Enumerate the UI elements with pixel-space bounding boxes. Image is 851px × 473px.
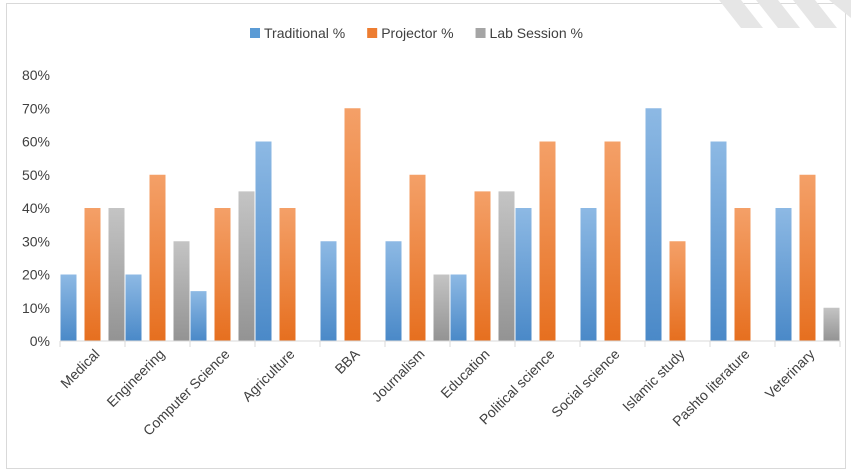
y-tick-label: 60% bbox=[22, 134, 50, 150]
x-tick-label: Education bbox=[437, 346, 492, 401]
bar-traditional-2 bbox=[190, 291, 207, 342]
x-tick-label: Journalism bbox=[368, 346, 427, 405]
chart-frame bbox=[6, 3, 846, 469]
bar-traditional-4 bbox=[320, 241, 337, 341]
bar-traditional-7 bbox=[515, 208, 532, 341]
x-tick-label: Islamic study bbox=[619, 346, 688, 415]
bar-traditional-8 bbox=[580, 208, 597, 341]
bars bbox=[60, 108, 840, 342]
x-tick-label: BBA bbox=[331, 345, 363, 377]
bar-projector-11 bbox=[799, 174, 816, 341]
y-tick-label: 80% bbox=[22, 67, 50, 83]
x-tick-label: Medical bbox=[57, 346, 102, 391]
legend-label: Projector % bbox=[381, 25, 453, 41]
bar-projector-4 bbox=[344, 108, 361, 341]
legend: Traditional % Projector % Lab Session % bbox=[250, 25, 583, 41]
bar-projector-8 bbox=[604, 141, 621, 341]
bar-projector-2 bbox=[214, 208, 231, 341]
bar-projector-5 bbox=[409, 174, 426, 341]
bar-projector-9 bbox=[669, 241, 686, 341]
bar-projector-0 bbox=[84, 208, 101, 341]
bar-lab-session-0 bbox=[108, 208, 125, 341]
x-tick-label: Veterinary bbox=[762, 346, 818, 402]
y-axis: 0% 10% 20% 30% 40% 50% 60% 70% 80% bbox=[22, 67, 50, 349]
bar-projector-3 bbox=[279, 208, 296, 341]
y-tick-label: 10% bbox=[22, 300, 50, 316]
legend-swatch bbox=[475, 28, 486, 38]
bar-lab-session-11 bbox=[823, 307, 840, 341]
bar-traditional-11 bbox=[775, 208, 792, 341]
bar-lab-session-5 bbox=[433, 274, 450, 341]
corner-watermark-stripes bbox=[719, 0, 851, 28]
bar-lab-session-2 bbox=[238, 191, 255, 342]
legend-label: Traditional % bbox=[264, 25, 345, 41]
y-tick-label: 40% bbox=[22, 200, 50, 216]
legend-label: Lab Session % bbox=[490, 25, 583, 41]
x-tick-label: Agriculture bbox=[239, 346, 298, 405]
y-tick-label: 50% bbox=[22, 167, 50, 183]
bar-lab-session-1 bbox=[173, 241, 190, 341]
bar-traditional-0 bbox=[60, 274, 77, 341]
y-tick-label: 0% bbox=[30, 333, 50, 349]
x-tick-label: Engineering bbox=[103, 346, 167, 410]
legend-swatch bbox=[250, 28, 260, 38]
y-tick-label: 20% bbox=[22, 267, 50, 283]
bar-traditional-3 bbox=[255, 141, 272, 341]
bar-traditional-1 bbox=[125, 274, 142, 341]
bar-traditional-6 bbox=[450, 274, 467, 341]
bar-projector-6 bbox=[474, 191, 491, 342]
legend-swatch bbox=[367, 28, 378, 38]
bar-traditional-5 bbox=[385, 241, 402, 341]
bar-traditional-10 bbox=[710, 141, 727, 341]
x-tick-label: Social science bbox=[548, 346, 623, 421]
bar-projector-7 bbox=[539, 141, 556, 341]
bar-lab-session-6 bbox=[498, 191, 515, 342]
y-tick-label: 70% bbox=[22, 100, 50, 116]
bar-projector-1 bbox=[149, 174, 166, 341]
y-tick-label: 30% bbox=[22, 233, 50, 249]
bar-projector-10 bbox=[734, 208, 751, 341]
bar-traditional-9 bbox=[645, 108, 662, 341]
